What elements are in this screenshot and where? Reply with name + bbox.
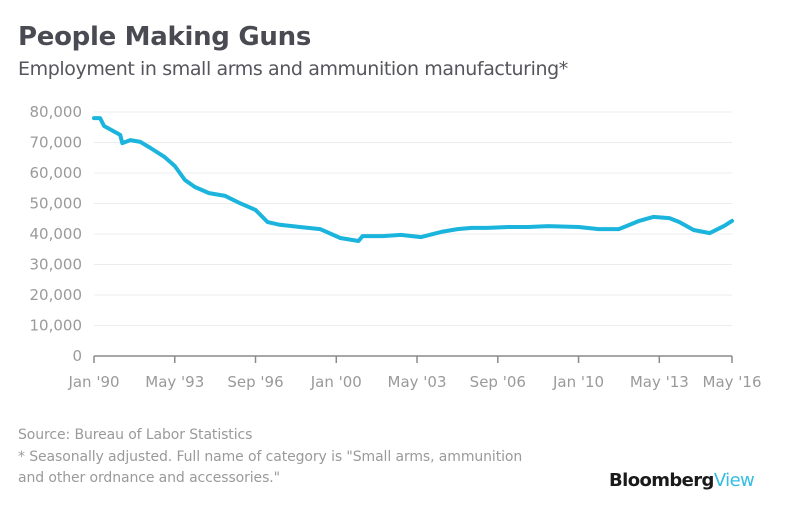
footnote-line-1: * Seasonally adjusted. Full name of cate…: [18, 449, 523, 465]
source-note: Source: Bureau of Labor Statistics: [18, 427, 253, 443]
footnote-line-2: and other ordnance and accessories.": [18, 470, 280, 486]
logo-view: View: [713, 470, 755, 491]
y-tick-label: 0: [72, 347, 82, 365]
x-tick-label: Sep '96: [227, 373, 283, 391]
x-tick-label: May '13: [630, 373, 689, 391]
x-tick-label: May '93: [145, 373, 204, 391]
logo-bloomberg: Bloomberg: [609, 470, 714, 491]
series-line-employment: [92, 116, 734, 243]
gridlines: [94, 111, 732, 326]
y-tick-label: 30,000: [30, 256, 83, 274]
y-tick-label: 40,000: [30, 225, 83, 243]
series-group: [92, 116, 734, 243]
y-tick-label: 60,000: [30, 164, 83, 182]
y-tick-label: 70,000: [30, 134, 83, 152]
chart-subtitle: Employment in small arms and ammunition …: [18, 58, 568, 80]
y-tick-label: 50,000: [30, 195, 83, 213]
line-chart: 0 10,000 20,000 30,000 40,000 50,000 60,000 70,…: [30, 103, 762, 391]
chart-title: People Making Guns: [18, 22, 311, 52]
x-tick-label: Jan '90: [67, 373, 119, 391]
x-tick-label: May '16: [703, 373, 762, 391]
y-tick-label: 80,000: [30, 103, 83, 121]
y-tick-label: 20,000: [30, 286, 83, 304]
x-tick-label: Sep '06: [470, 373, 526, 391]
x-tick-label: Jan '00: [310, 373, 362, 391]
bloomberg-view-logo: BloombergView: [609, 470, 755, 491]
x-tick-label: May '03: [388, 373, 447, 391]
y-axis-labels: 0 10,000 20,000 30,000 40,000 50,000 60,000 70,…: [30, 103, 83, 365]
x-axis: Jan '90 May '93 Sep '96 Jan '00 May '03 Sep '…: [67, 355, 762, 391]
y-tick-label: 10,000: [30, 317, 83, 335]
x-tick-label: Jan '10: [552, 373, 604, 391]
